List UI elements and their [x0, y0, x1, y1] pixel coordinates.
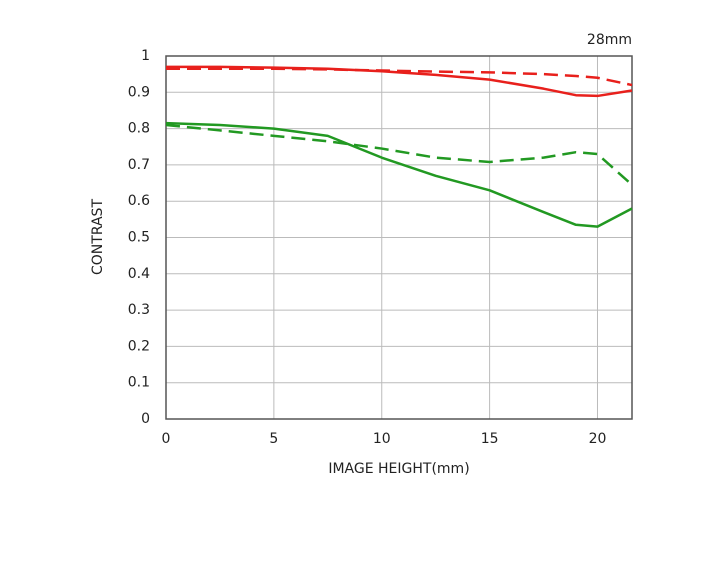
y-tick-label: 0: [141, 411, 150, 427]
x-tick-label: 20: [589, 431, 607, 447]
y-tick-label: 0.6: [128, 193, 150, 209]
y-tick-label: 0.5: [128, 230, 150, 246]
y-tick-label: 0.4: [128, 266, 150, 282]
plot-border: [165, 55, 633, 420]
x-tick-label: 15: [481, 431, 499, 447]
x-tick-label: 0: [162, 431, 171, 447]
y-tick-label: 0.7: [128, 157, 150, 173]
y-tick-label: 0.1: [128, 375, 150, 391]
series-line: [166, 65, 633, 98]
x-tick-label: 5: [269, 431, 278, 447]
y-tick-label: 0.8: [128, 121, 150, 137]
annotation: 28mm: [587, 32, 632, 48]
x-tick-label: 10: [373, 431, 391, 447]
y-tick-label: 0.3: [128, 302, 150, 318]
y-axis-title: CONTRAST: [90, 199, 106, 275]
y-tick-label: 0.2: [128, 338, 150, 354]
series-line: [165, 123, 633, 186]
x-axis-title: IMAGE HEIGHT(mm): [328, 461, 469, 477]
y-tick-label: 1: [141, 48, 150, 64]
series-line: [166, 67, 633, 87]
y-tick-label: 0.9: [128, 84, 150, 100]
series-line: [165, 121, 633, 228]
